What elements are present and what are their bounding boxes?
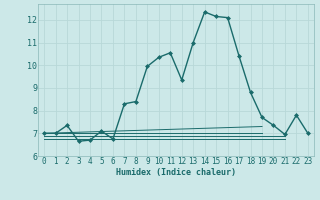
X-axis label: Humidex (Indice chaleur): Humidex (Indice chaleur) [116,168,236,177]
